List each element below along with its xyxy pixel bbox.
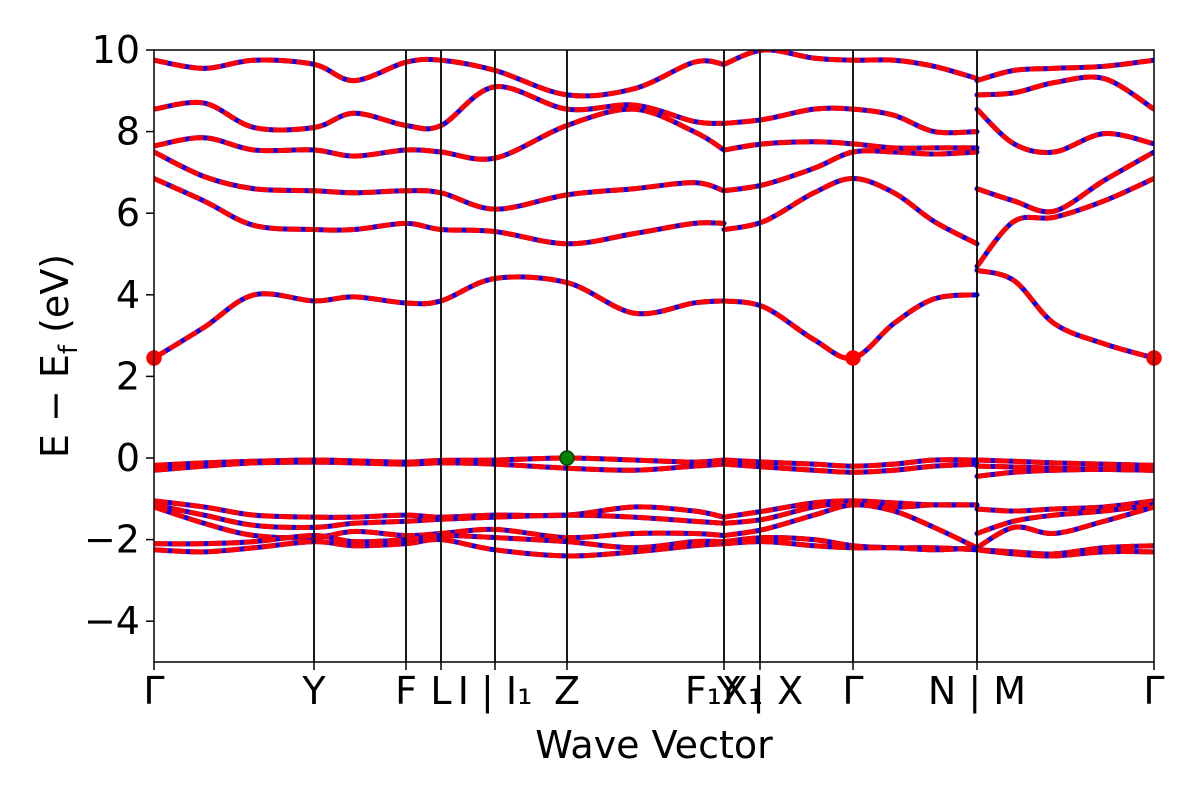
x-tick-label-gamma-2: Γ	[842, 669, 863, 713]
band-line-base-2	[974, 267, 1154, 361]
y-tick-label: 6	[116, 191, 140, 235]
band-line-14	[976, 74, 1154, 112]
band-line-base-16	[721, 50, 980, 82]
band-line-34	[154, 532, 725, 551]
bands-layer	[154, 50, 1154, 559]
y-tick-label: 2	[116, 354, 140, 398]
band-line-39	[976, 547, 1154, 559]
plot-frame	[153, 49, 1155, 663]
band-line-0	[154, 274, 725, 361]
x-tick-label-gamma-3: Γ	[1143, 669, 1164, 713]
marker-vbm-z	[559, 450, 575, 466]
band-line-5	[975, 176, 1154, 268]
band-line-7	[723, 148, 978, 194]
y-axis-ticks: −4 −2 0 2 4 6 8 10	[84, 28, 154, 643]
x-axis-label: Wave Vector	[535, 723, 773, 767]
band-line-base-15	[154, 56, 727, 99]
y-axis-label-unit: (eV)	[33, 254, 77, 345]
band-line-20	[976, 457, 1154, 468]
band-line-11	[975, 107, 1154, 155]
band-line-2	[976, 267, 1154, 361]
band-line-base-8	[974, 149, 1154, 215]
x-tick-label-y-x: Y | X	[716, 669, 803, 714]
band-line-24	[976, 466, 1154, 479]
band-line-28	[154, 502, 725, 530]
high-symmetry-lines	[313, 50, 978, 662]
band-line-25	[154, 498, 725, 520]
marker-cbm-gamma-2	[845, 350, 861, 366]
band-line-16	[723, 50, 978, 81]
y-tick-label: −4	[84, 599, 140, 643]
x-tick-label-l: L	[430, 669, 451, 713]
band-line-27	[976, 498, 1154, 514]
band-line-base-5	[974, 176, 1154, 269]
band-line-3	[154, 176, 725, 247]
band-line-base-11	[974, 106, 1154, 155]
band-line-base-0	[154, 274, 727, 361]
y-tick-label: 4	[116, 273, 140, 317]
band-line-6	[154, 149, 725, 212]
band-line-33	[975, 504, 1154, 550]
x-tick-label-z: Z	[554, 669, 580, 713]
band-line-17	[976, 57, 1154, 84]
band-line-30	[976, 502, 1154, 536]
y-tick-label: 0	[116, 436, 140, 480]
x-tick-label-f1-x1: F₁X₁	[685, 669, 763, 713]
x-tick-label-i-i1: I | I₁	[458, 669, 533, 714]
band-line-13	[723, 105, 978, 136]
band-line-10	[723, 139, 977, 153]
band-line-37	[154, 536, 725, 559]
band-line-base-4	[721, 176, 980, 247]
x-tick-label-f: F	[395, 669, 417, 713]
x-tick-label-gamma-1: Γ	[143, 669, 164, 713]
extrema-markers	[146, 350, 1162, 466]
y-axis-label-sub: f	[54, 344, 84, 354]
y-tick-label: 10	[92, 28, 140, 72]
band-line-12	[154, 84, 725, 133]
band-line-base-6	[154, 149, 727, 212]
band-line-9	[154, 106, 726, 162]
band-line-21	[154, 459, 725, 473]
band-line-4	[723, 176, 979, 247]
y-axis-label: E − Ef (eV)	[33, 254, 84, 458]
band-line-8	[976, 149, 1154, 215]
y-tick-label: −2	[84, 518, 140, 562]
band-line-1	[723, 292, 978, 361]
band-line-15	[154, 56, 725, 99]
x-tick-label-n-m: N | M	[928, 669, 1026, 714]
x-tick-label-y-1: Y	[301, 669, 326, 713]
y-axis-label-main: E − E	[33, 354, 77, 458]
y-tick-label: 8	[116, 110, 140, 154]
